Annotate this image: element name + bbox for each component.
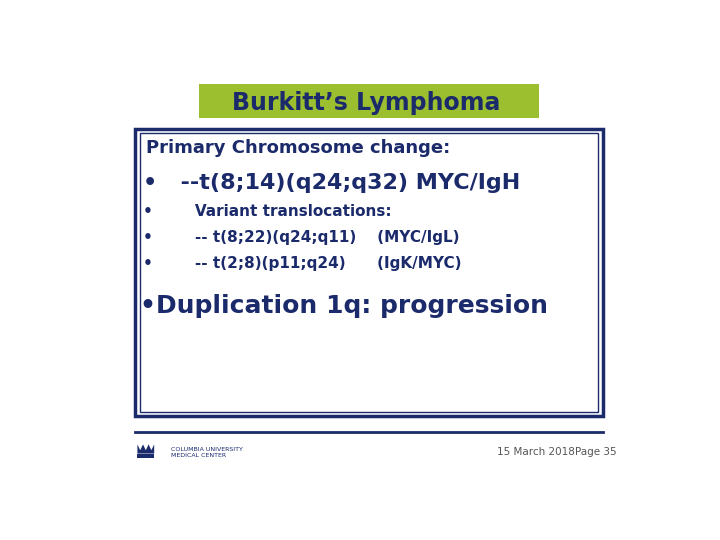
Text: 15 March 2018: 15 March 2018	[498, 447, 575, 457]
Text: Primary Chromosome change:: Primary Chromosome change:	[145, 139, 450, 157]
Text: Page 35: Page 35	[575, 447, 617, 457]
Text: •        -- t(8;22)(q24;q11)    (MYC/IgL): • -- t(8;22)(q24;q11) (MYC/IgL)	[143, 230, 459, 245]
Polygon shape	[138, 444, 154, 454]
Text: •   --t(8;14)(q24;q32) MYC/IgH: • --t(8;14)(q24;q32) MYC/IgH	[143, 173, 521, 193]
Text: •        -- t(2;8)(p11;q24)      (IgK/MYC): • -- t(2;8)(p11;q24) (IgK/MYC)	[143, 256, 462, 271]
FancyBboxPatch shape	[199, 84, 539, 118]
FancyBboxPatch shape	[138, 454, 154, 458]
Text: Burkitt’s Lymphoma: Burkitt’s Lymphoma	[232, 91, 500, 115]
Text: •        Variant translocations:: • Variant translocations:	[143, 204, 392, 219]
FancyBboxPatch shape	[135, 129, 603, 416]
Text: COLUMBIA UNIVERSITY
MEDICAL CENTER: COLUMBIA UNIVERSITY MEDICAL CENTER	[171, 447, 243, 458]
Text: •Duplication 1q: progression: •Duplication 1q: progression	[140, 294, 548, 318]
